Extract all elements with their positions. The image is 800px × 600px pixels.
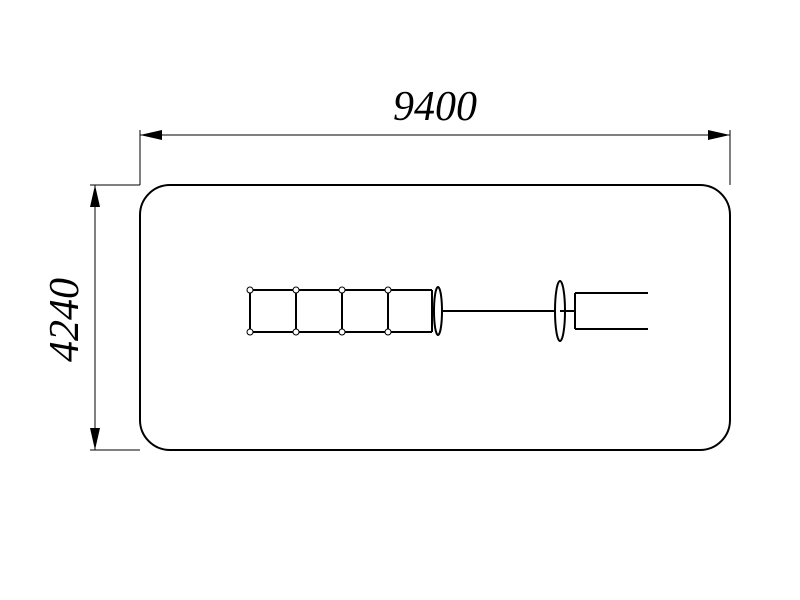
dim-horizontal-label: 9400 bbox=[393, 84, 477, 130]
dim-arrowhead bbox=[140, 130, 162, 140]
technical-drawing: 9400 4240 bbox=[0, 0, 800, 600]
dim-arrowhead bbox=[90, 185, 100, 207]
ladder-joint bbox=[293, 287, 299, 293]
dim-arrowhead bbox=[90, 428, 100, 450]
disk-small bbox=[434, 287, 442, 335]
ladder-joint bbox=[247, 287, 253, 293]
ladder-joint bbox=[385, 329, 391, 335]
ladder-joint bbox=[339, 287, 345, 293]
ladder-joint bbox=[385, 287, 391, 293]
ladder-joint bbox=[247, 329, 253, 335]
dim-arrowhead bbox=[708, 130, 730, 140]
ladder-joint bbox=[339, 329, 345, 335]
ladder-joint bbox=[293, 329, 299, 335]
component bbox=[247, 281, 648, 341]
dim-vertical-label: 4240 bbox=[42, 278, 88, 362]
